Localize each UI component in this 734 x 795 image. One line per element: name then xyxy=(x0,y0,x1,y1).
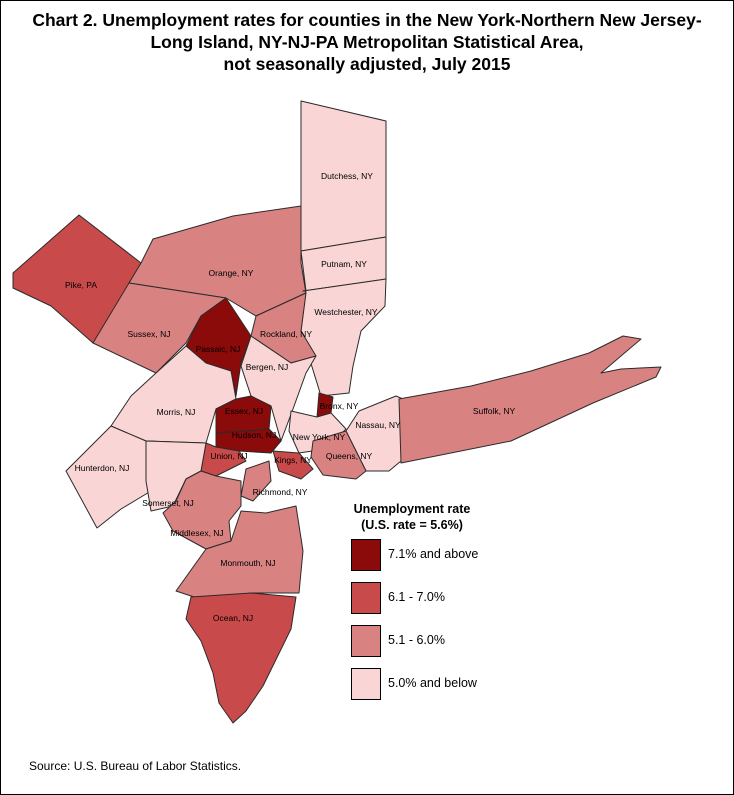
legend-label-3: 5.1 - 6.0% xyxy=(388,633,445,647)
county-label: Suffolk, NY xyxy=(473,406,516,416)
legend-label-2: 6.1 - 7.0% xyxy=(388,590,445,604)
county-label: Morris, NJ xyxy=(157,407,196,417)
county-hunterdon-nj xyxy=(65,425,154,529)
chart-title: Chart 2. Unemployment rates for counties… xyxy=(1,9,733,75)
county-label: Nassau, NY xyxy=(355,420,401,430)
legend-swatch-1 xyxy=(351,539,381,571)
legend-label-1: 7.1% and above xyxy=(388,547,479,561)
legend-swatch-2 xyxy=(351,582,381,614)
county-label: Middlesex, NJ xyxy=(170,528,223,538)
source-note: Source: U.S. Bureau of Labor Statistics. xyxy=(29,759,242,773)
county-label: Bronx, NY xyxy=(320,401,359,411)
county-label: Sussex, NJ xyxy=(128,329,171,339)
county-label: Westchester, NY xyxy=(314,307,377,317)
county-richmond-ny xyxy=(240,460,272,502)
legend-heading: Unemployment rate xyxy=(353,502,471,516)
title-line-3: not seasonally adjusted, July 2015 xyxy=(223,54,511,74)
county-middlesex-nj xyxy=(162,470,242,550)
county-suffolk-ny xyxy=(398,335,662,464)
legend-swatch-3 xyxy=(351,625,381,657)
county-label: Bergen, NJ xyxy=(246,362,289,372)
title-line-2: Long Island, NY-NJ-PA Metropolitan Stati… xyxy=(150,32,584,52)
county-label: Essex, NJ xyxy=(225,406,263,416)
county-label: Putnam, NY xyxy=(321,259,367,269)
legend-swatch-4 xyxy=(351,668,381,700)
county-label: Somerset, NJ xyxy=(142,498,194,508)
county-label: Richmond, NY xyxy=(253,487,308,497)
county-label: Kings, NY xyxy=(274,455,312,465)
county-kings-ny xyxy=(272,450,314,480)
county-westchester-ny xyxy=(300,278,387,397)
county-ocean-nj xyxy=(185,592,297,724)
county-label: New York, NY xyxy=(293,432,346,442)
legend-title: Unemployment rate (U.S. rate = 5.6%) xyxy=(331,501,493,533)
county-label: Pike, PA xyxy=(65,280,97,290)
county-label: Monmouth, NJ xyxy=(220,558,275,568)
county-label: Union, NJ xyxy=(210,451,247,461)
county-label: Orange, NY xyxy=(209,268,254,278)
county-label: Passaic, NJ xyxy=(196,344,241,354)
county-label: Queens, NY xyxy=(326,451,373,461)
title-line-1: Chart 2. Unemployment rates for counties… xyxy=(32,10,702,30)
county-label: Hunterdon, NJ xyxy=(75,463,130,473)
county-bergen-nj xyxy=(240,335,317,442)
county-queens-ny xyxy=(310,430,367,480)
legend-label-4: 5.0% and below xyxy=(388,676,477,690)
county-label: Rockland, NY xyxy=(260,329,312,339)
county-label: Dutchess, NY xyxy=(321,171,373,181)
county-label: Hudson, NJ xyxy=(232,430,276,440)
county-label: Ocean, NJ xyxy=(213,613,253,623)
legend-subheading: (U.S. rate = 5.6%) xyxy=(361,518,463,532)
